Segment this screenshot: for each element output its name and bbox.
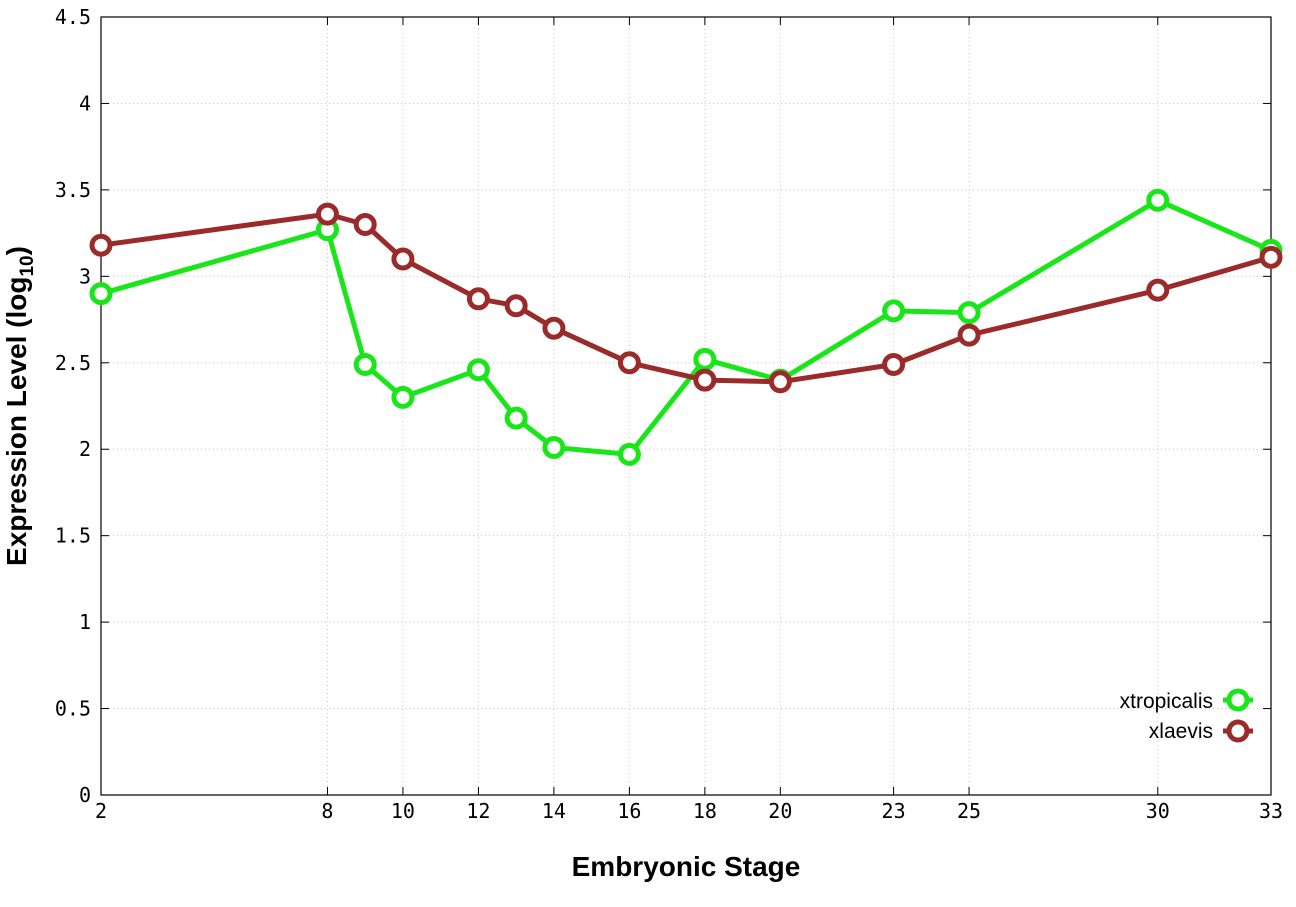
data-point-xlaevis bbox=[353, 212, 377, 236]
data-point-xlaevis bbox=[504, 294, 528, 318]
y-axis-title-end: ) bbox=[1, 246, 32, 255]
data-point-xlaevis bbox=[1259, 245, 1283, 269]
legend-marker-xtropicalis bbox=[1226, 688, 1250, 712]
legend-marker-xlaevis bbox=[1226, 719, 1250, 743]
y-axis-tick-labels: 0 0.5 1 1.5 2 2.5 3 3.5 4 4.5 bbox=[55, 5, 91, 807]
legend: xtropicalis xlaevis bbox=[1120, 688, 1253, 743]
y-tick-label: 0 bbox=[79, 783, 91, 807]
data-point-xtropicalis bbox=[542, 435, 566, 459]
legend-label-xlaevis: xlaevis bbox=[1149, 720, 1213, 743]
y-tick-label: 4.5 bbox=[55, 5, 91, 29]
legend-item-xlaevis: xlaevis bbox=[1149, 719, 1253, 743]
y-axis-title-main: Expression Level (log bbox=[1, 277, 32, 566]
grid bbox=[101, 17, 1271, 795]
data-point-xlaevis bbox=[882, 353, 906, 377]
series-xlaevis bbox=[89, 202, 1283, 394]
x-tick-label: 16 bbox=[617, 799, 641, 823]
y-tick-label: 1 bbox=[79, 610, 91, 634]
data-point-xlaevis bbox=[768, 370, 792, 394]
y-tick-label: 2 bbox=[79, 437, 91, 461]
y-tick-label: 3.5 bbox=[55, 178, 91, 202]
data-point-xtropicalis bbox=[504, 406, 528, 430]
y-axis-title-subscript: 10 bbox=[17, 255, 38, 276]
plot-frame bbox=[100, 16, 1272, 796]
x-axis-title: Embryonic Stage bbox=[572, 851, 801, 882]
x-tick-label: 33 bbox=[1259, 799, 1283, 823]
data-point-xlaevis bbox=[542, 316, 566, 340]
y-tick-label: 4 bbox=[79, 91, 91, 115]
data-point-xtropicalis bbox=[466, 358, 490, 382]
data-point-xlaevis bbox=[315, 202, 339, 226]
x-axis-tick-labels: 2 8 10 12 14 16 18 20 23 25 30 33 bbox=[95, 799, 1283, 823]
series-line-xtropicalis bbox=[98, 197, 1274, 457]
y-axis-title: Expression Level (log10) bbox=[1, 246, 38, 566]
data-point-xlaevis bbox=[957, 323, 981, 347]
data-point-xtropicalis bbox=[693, 347, 717, 371]
series-layer bbox=[89, 188, 1283, 466]
y-tick-label: 2.5 bbox=[55, 351, 91, 375]
data-point-xtropicalis bbox=[957, 301, 981, 325]
data-point-xtropicalis bbox=[391, 385, 415, 409]
y-tick-label: 0.5 bbox=[55, 697, 91, 721]
data-point-xtropicalis bbox=[882, 299, 906, 323]
data-point-xtropicalis bbox=[1146, 188, 1170, 212]
y-tick-label: 3 bbox=[79, 264, 91, 288]
x-tick-label: 10 bbox=[391, 799, 415, 823]
data-point-xlaevis bbox=[617, 351, 641, 375]
x-tick-label: 12 bbox=[466, 799, 490, 823]
legend-label-xtropicalis: xtropicalis bbox=[1120, 690, 1213, 713]
data-point-xlaevis bbox=[693, 368, 717, 392]
x-tick-label: 20 bbox=[768, 799, 792, 823]
x-tick-label: 8 bbox=[321, 799, 333, 823]
data-point-xtropicalis bbox=[89, 282, 113, 306]
y-tick-label: 1.5 bbox=[55, 524, 91, 548]
data-point-xlaevis bbox=[1146, 278, 1170, 302]
data-point-xlaevis bbox=[466, 287, 490, 311]
series-xtropicalis bbox=[89, 188, 1283, 466]
x-tick-label: 14 bbox=[542, 799, 566, 823]
x-tick-label: 30 bbox=[1146, 799, 1170, 823]
x-tick-label: 25 bbox=[957, 799, 981, 823]
data-point-xtropicalis bbox=[353, 353, 377, 377]
axis-ticks bbox=[100, 16, 1272, 796]
legend-item-xtropicalis: xtropicalis bbox=[1120, 688, 1253, 713]
x-tick-label: 18 bbox=[693, 799, 717, 823]
data-point-xlaevis bbox=[391, 247, 415, 271]
data-point-xtropicalis bbox=[617, 442, 641, 466]
x-tick-label: 23 bbox=[882, 799, 906, 823]
x-tick-label: 2 bbox=[95, 799, 107, 823]
data-point-xlaevis bbox=[89, 233, 113, 257]
